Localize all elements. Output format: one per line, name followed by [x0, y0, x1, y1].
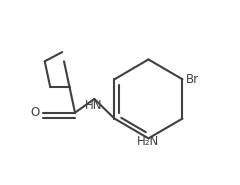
Text: O: O	[30, 106, 39, 119]
Text: HN: HN	[85, 99, 102, 112]
Text: H₂N: H₂N	[137, 134, 160, 148]
Text: Br: Br	[186, 73, 199, 86]
